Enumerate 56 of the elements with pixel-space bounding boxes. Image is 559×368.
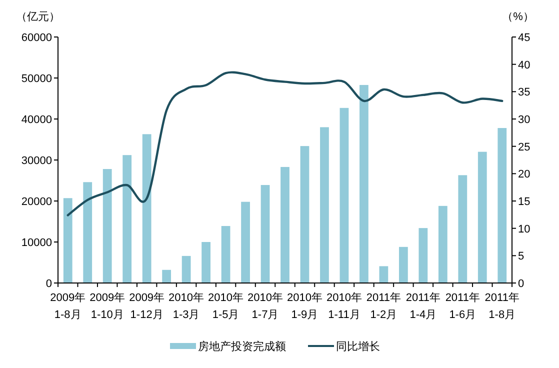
y2-tick-label: 10 — [518, 223, 530, 236]
y2-tick-label: 35 — [518, 86, 530, 99]
x-tick-label: 2011年 1-8月 — [484, 292, 520, 321]
legend-label: 房地产投资完成额 — [198, 340, 286, 353]
bar — [398, 246, 408, 283]
bar — [280, 166, 290, 283]
x-tick-label: 2009年 1-8月 — [50, 292, 86, 321]
y-axis-title: （亿元） — [16, 11, 60, 23]
bar — [142, 134, 152, 283]
y2-tick-label: 0 — [518, 278, 524, 290]
bar — [102, 169, 112, 283]
x-tick-label: 2011年 1-4月 — [406, 292, 440, 321]
y2-axis-title: （%） — [502, 11, 534, 23]
y2-tick-label: 15 — [518, 196, 530, 208]
x-tick-label: 2010年 1-7月 — [248, 292, 284, 321]
bar — [122, 155, 132, 283]
bar — [379, 266, 388, 283]
bar — [182, 256, 191, 283]
y2-tick-label: 40 — [518, 59, 530, 72]
x-tick-label: 2009年 1-10月 — [90, 292, 126, 321]
y-tick-label: 10000 — [21, 237, 52, 249]
bar — [162, 270, 172, 283]
legend-label: 同比增长 — [336, 340, 380, 353]
x-tick-label: 2010年 1-5月 — [208, 292, 244, 321]
y-tick-label: 60000 — [21, 32, 52, 44]
bar — [458, 175, 468, 283]
y2-tick-label: 20 — [518, 168, 530, 181]
y2-tick-label: 5 — [518, 250, 524, 263]
y2-tick-label: 25 — [518, 141, 530, 154]
y-tick-label: 40000 — [21, 114, 52, 126]
bar — [241, 202, 250, 283]
bar — [360, 84, 368, 283]
bar — [202, 242, 210, 283]
bar — [498, 128, 507, 283]
bar — [340, 108, 349, 283]
bar — [478, 152, 487, 283]
y2-tick-label: 45 — [518, 32, 530, 44]
x-tick-label: 2009年 1-12月 — [129, 292, 165, 321]
x-tick-label: 2010年 1-11月 — [326, 292, 362, 321]
x-tick-label: 2011年 1-2月 — [366, 292, 402, 321]
y-tick-label: 0 — [46, 278, 52, 290]
x-tick-label: 2011年 1-6月 — [445, 292, 480, 321]
bar — [418, 228, 428, 283]
bar — [63, 198, 72, 283]
y-tick-label: 30000 — [21, 155, 52, 167]
x-tick-label: 2010年 1-9月 — [286, 292, 322, 321]
y-tick-label: 50000 — [21, 73, 52, 85]
y-tick-label: 20000 — [21, 196, 52, 208]
bar — [438, 206, 448, 283]
bar — [221, 226, 230, 283]
bar — [260, 185, 270, 283]
y2-tick-label: 30 — [518, 114, 530, 126]
bar — [320, 127, 329, 283]
bar — [300, 146, 310, 283]
bar — [83, 182, 92, 283]
x-tick-label: 2010年 1-3月 — [168, 292, 204, 321]
